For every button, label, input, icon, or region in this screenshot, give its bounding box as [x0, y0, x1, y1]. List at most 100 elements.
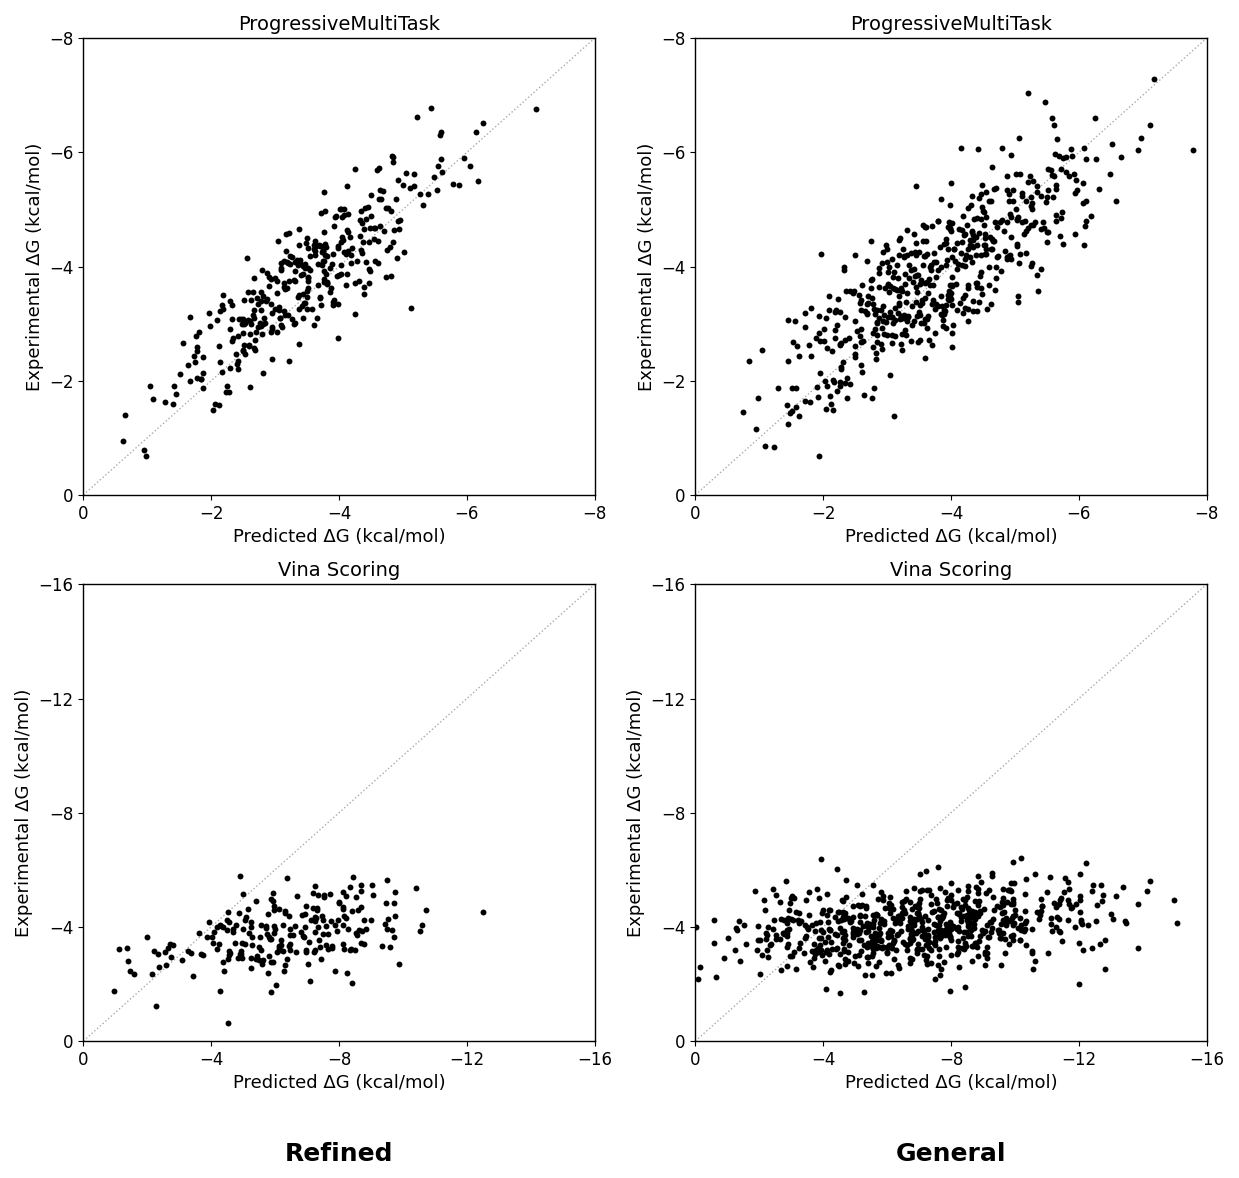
Point [875, 912, 895, 931]
Point [810, 912, 830, 931]
Point [335, 940, 354, 959]
Point [875, 305, 895, 324]
Point [233, 324, 253, 343]
Point [784, 888, 804, 907]
Point [473, 902, 493, 921]
Point [873, 938, 893, 957]
Point [802, 299, 821, 318]
Point [264, 924, 284, 942]
Point [835, 926, 855, 945]
Point [341, 254, 361, 273]
Point [926, 928, 945, 947]
Point [294, 309, 313, 327]
Point [900, 928, 919, 947]
Point [1022, 944, 1042, 962]
Point [134, 441, 154, 459]
Point [815, 942, 835, 961]
Point [368, 253, 388, 272]
Point [948, 918, 968, 937]
Point [204, 922, 224, 941]
Point [1047, 176, 1067, 194]
Point [309, 236, 328, 254]
Point [891, 307, 911, 326]
Point [320, 885, 339, 904]
Point [836, 369, 856, 388]
Point [1049, 909, 1069, 928]
Point [881, 896, 901, 915]
Point [375, 915, 395, 934]
Point [776, 872, 795, 891]
Point [964, 919, 984, 938]
Point [834, 909, 854, 928]
Point [782, 402, 802, 421]
Point [315, 234, 335, 253]
Point [866, 957, 886, 975]
Point [942, 267, 961, 286]
Point [1069, 934, 1089, 953]
Point [1011, 921, 1031, 940]
Point [383, 232, 403, 251]
Point [930, 901, 950, 920]
Point [861, 935, 881, 954]
Point [960, 236, 980, 254]
Point [855, 966, 875, 985]
Point [354, 278, 374, 297]
Point [975, 245, 995, 264]
Point [797, 891, 817, 909]
Point [828, 859, 847, 878]
Point [782, 887, 802, 906]
Point [316, 238, 336, 257]
Point [997, 911, 1017, 929]
Point [900, 892, 919, 911]
Point [867, 313, 887, 332]
Point [1001, 146, 1021, 165]
Point [1028, 909, 1048, 928]
Point [959, 901, 979, 920]
Point [1010, 253, 1030, 272]
Point [322, 939, 342, 958]
Point [1073, 174, 1093, 193]
Point [306, 237, 326, 256]
Point [253, 955, 273, 974]
Point [142, 964, 162, 982]
Point [274, 273, 294, 292]
Point [983, 887, 1002, 906]
Point [1005, 874, 1025, 893]
Point [812, 849, 831, 868]
Point [348, 900, 368, 919]
Point [232, 933, 252, 952]
Point [930, 927, 950, 946]
Point [887, 256, 907, 274]
Point [305, 236, 325, 254]
Point [904, 243, 924, 262]
Point [857, 303, 877, 322]
Point [191, 369, 211, 388]
Point [959, 926, 979, 945]
Point [1021, 187, 1041, 206]
Point [918, 954, 938, 973]
Point [291, 297, 311, 316]
Point [688, 969, 707, 988]
Point [871, 909, 891, 928]
Point [850, 896, 870, 915]
Point [268, 231, 287, 250]
Point [966, 302, 986, 320]
Point [897, 941, 917, 960]
Point [922, 336, 942, 355]
Point [1129, 140, 1149, 159]
Point [841, 912, 861, 931]
Point [960, 926, 980, 945]
Point [207, 918, 227, 937]
Point [996, 911, 1016, 929]
Point [294, 257, 313, 276]
Point [1000, 911, 1020, 929]
Point [223, 920, 243, 939]
Point [380, 938, 400, 957]
Point [878, 258, 898, 277]
Point [942, 296, 961, 315]
Point [1074, 139, 1094, 158]
Point [922, 217, 942, 236]
Point [222, 296, 242, 315]
Point [1022, 193, 1042, 212]
Point [172, 951, 192, 969]
